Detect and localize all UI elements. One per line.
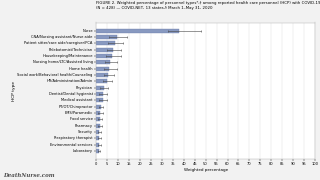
Bar: [96, 124, 100, 128]
Text: DeathNurse.com: DeathNurse.com: [3, 173, 55, 178]
Bar: [96, 149, 99, 153]
Bar: [96, 136, 99, 140]
Bar: [96, 35, 117, 39]
Bar: [96, 130, 99, 134]
Bar: [96, 92, 103, 96]
Bar: [96, 143, 99, 147]
Bar: [96, 79, 107, 83]
Bar: [96, 98, 103, 102]
Bar: [96, 54, 112, 58]
Bar: [96, 48, 113, 52]
Bar: [96, 67, 109, 71]
Text: FIGURE 2. Weighted percentage of personnel types*,† among reported health care p: FIGURE 2. Weighted percentage of personn…: [96, 1, 320, 10]
Bar: [96, 111, 100, 115]
Bar: [96, 29, 179, 33]
Bar: [96, 118, 100, 121]
Bar: [96, 41, 115, 45]
Bar: [96, 105, 101, 109]
X-axis label: Weighted percentage: Weighted percentage: [184, 168, 228, 172]
Bar: [96, 60, 110, 64]
Bar: [96, 86, 104, 90]
Y-axis label: HCP type: HCP type: [12, 81, 16, 101]
Bar: [96, 73, 108, 77]
